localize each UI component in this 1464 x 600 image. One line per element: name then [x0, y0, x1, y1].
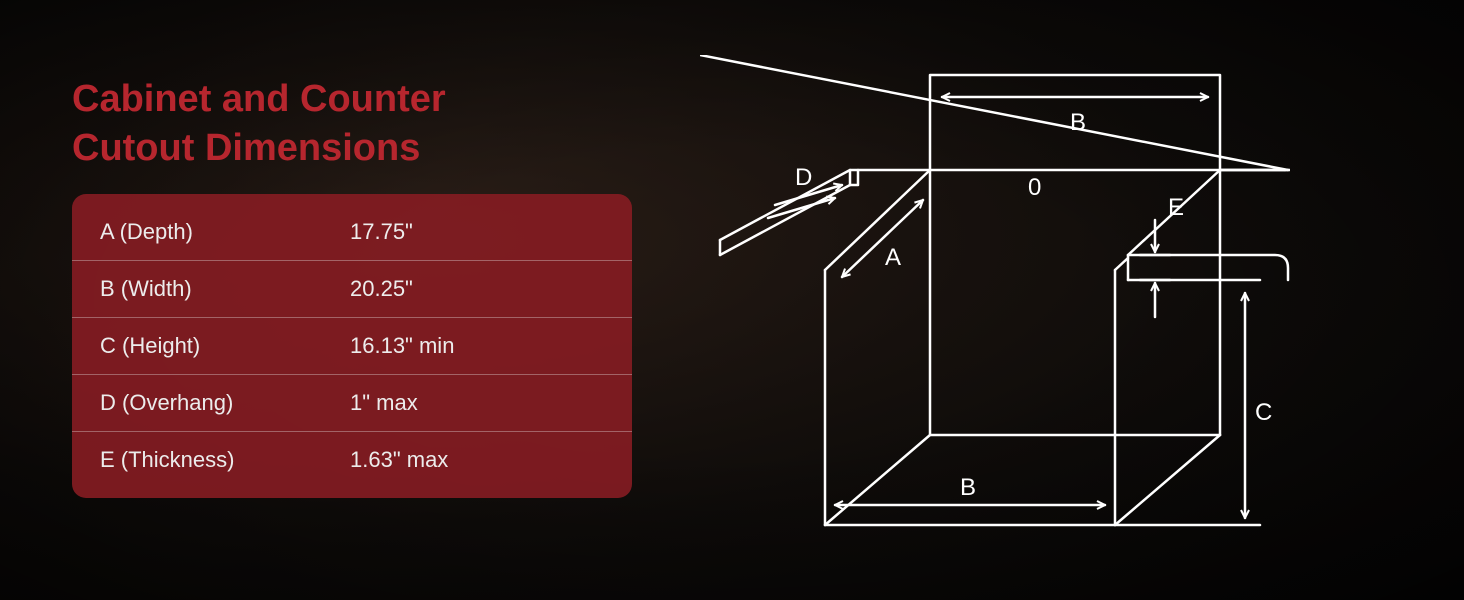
- dim-label: E (Thickness): [100, 447, 350, 473]
- title-line-1: Cabinet and Counter: [72, 78, 446, 120]
- diagram-label-zero: 0: [1028, 174, 1041, 201]
- diagram-label-D: D: [795, 164, 812, 191]
- dim-value: 16.13" min: [350, 333, 604, 359]
- dim-value: 20.25": [350, 276, 604, 302]
- table-row: E (Thickness) 1.63" max: [72, 432, 632, 488]
- diagram-label-A: A: [885, 244, 901, 271]
- dim-label: C (Height): [100, 333, 350, 359]
- diagram-label-B-bottom: B: [960, 474, 976, 501]
- dim-value: 17.75": [350, 219, 604, 245]
- table-row: B (Width) 20.25": [72, 261, 632, 318]
- table-row: D (Overhang) 1" max: [72, 375, 632, 432]
- table-row: C (Height) 16.13" min: [72, 318, 632, 375]
- title: Cabinet and Counter Cutout Dimensions: [72, 75, 632, 172]
- content-block: Cabinet and Counter Cutout Dimensions A …: [72, 75, 632, 498]
- title-line-2: Cutout Dimensions: [72, 127, 420, 169]
- dim-label: B (Width): [100, 276, 350, 302]
- dim-label: A (Depth): [100, 219, 350, 245]
- diagram-label-C: C: [1255, 399, 1272, 426]
- dim-value: 1" max: [350, 390, 604, 416]
- dim-label: D (Overhang): [100, 390, 350, 416]
- cutout-diagram: B B A C D E 0: [700, 55, 1290, 565]
- dimensions-table: A (Depth) 17.75" B (Width) 20.25" C (Hei…: [72, 194, 632, 498]
- diagram-label-E: E: [1168, 194, 1184, 221]
- table-row: A (Depth) 17.75": [72, 204, 632, 261]
- dim-value: 1.63" max: [350, 447, 604, 473]
- diagram-label-B-top: B: [1070, 109, 1086, 136]
